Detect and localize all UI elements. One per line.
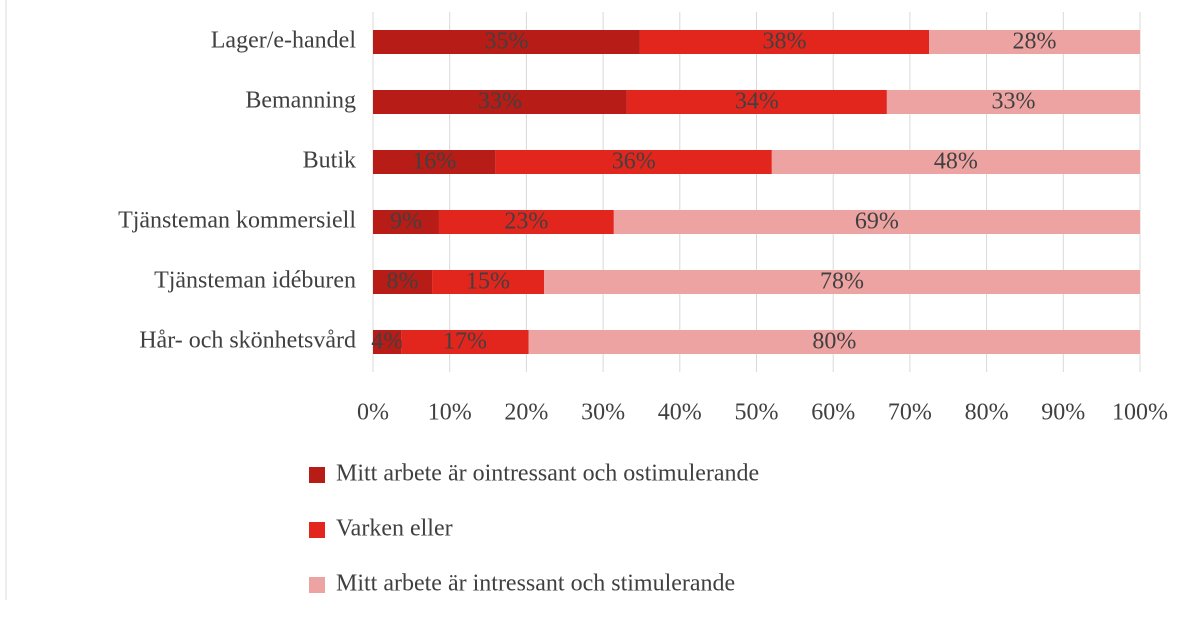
legend-label: Varken eller — [336, 516, 453, 542]
bar-segment — [373, 270, 433, 294]
data-label: 16% — [412, 149, 456, 175]
y-tick-label: Butik — [303, 148, 356, 174]
data-label: 15% — [466, 269, 510, 295]
bar-segment — [771, 150, 1140, 174]
y-tick-label: Bemanning — [245, 88, 356, 114]
y-tick-label: Tjänsteman kommersiell — [118, 208, 356, 234]
legend-swatch — [309, 577, 325, 593]
bar-segment — [373, 330, 402, 354]
data-label: 17% — [443, 329, 487, 355]
bar-segment — [886, 90, 1140, 114]
bar-segment — [401, 330, 529, 354]
legend-label: Mitt arbete är ointressant och ostimuler… — [336, 461, 759, 487]
legend-swatch — [309, 467, 325, 483]
x-tick-label: 90% — [1041, 400, 1085, 426]
bar-segment — [495, 150, 772, 174]
bar-segment — [613, 210, 1140, 234]
x-tick-label: 60% — [811, 400, 855, 426]
legend-swatch — [309, 522, 325, 538]
data-label: 9% — [390, 209, 422, 235]
data-label: 38% — [762, 29, 806, 55]
bar-segment — [929, 30, 1140, 54]
y-tick-label: Hår- och skönhetsvård — [139, 328, 356, 354]
bar-segment — [432, 270, 545, 294]
data-label: 35% — [484, 29, 528, 55]
bar-segment — [544, 270, 1140, 294]
legend-label: Mitt arbete är intressant och stimuleran… — [336, 571, 735, 597]
bar-segment — [373, 150, 496, 174]
bar-segment — [626, 90, 887, 114]
bar-segment — [373, 30, 640, 54]
data-label: 34% — [735, 89, 779, 115]
data-label: 36% — [612, 149, 656, 175]
bar-segment — [373, 90, 627, 114]
data-label: 48% — [934, 149, 978, 175]
y-tick-label: Tjänsteman idéburen — [154, 268, 356, 294]
x-tick-label: 50% — [735, 400, 779, 426]
data-label: 33% — [478, 89, 522, 115]
bar-segment — [528, 330, 1140, 354]
x-tick-label: 10% — [428, 400, 472, 426]
data-label: 4% — [371, 329, 403, 355]
data-label: 8% — [387, 269, 419, 295]
data-label: 23% — [504, 209, 548, 235]
x-tick-label: 100% — [1112, 400, 1168, 426]
data-label: 78% — [820, 269, 864, 295]
x-tick-label: 70% — [888, 400, 932, 426]
x-tick-label: 80% — [965, 400, 1009, 426]
bar-segment — [373, 210, 439, 234]
x-tick-label: 40% — [658, 400, 702, 426]
data-label: 80% — [812, 329, 856, 355]
data-label: 28% — [1013, 29, 1057, 55]
y-tick-label: Lager/e-handel — [211, 28, 357, 54]
data-label: 33% — [991, 89, 1035, 115]
data-label: 69% — [855, 209, 899, 235]
x-tick-label: 30% — [581, 400, 625, 426]
bar-segment — [639, 30, 930, 54]
x-tick-label: 0% — [357, 400, 389, 426]
x-tick-label: 20% — [504, 400, 548, 426]
bar-segment — [438, 210, 614, 234]
